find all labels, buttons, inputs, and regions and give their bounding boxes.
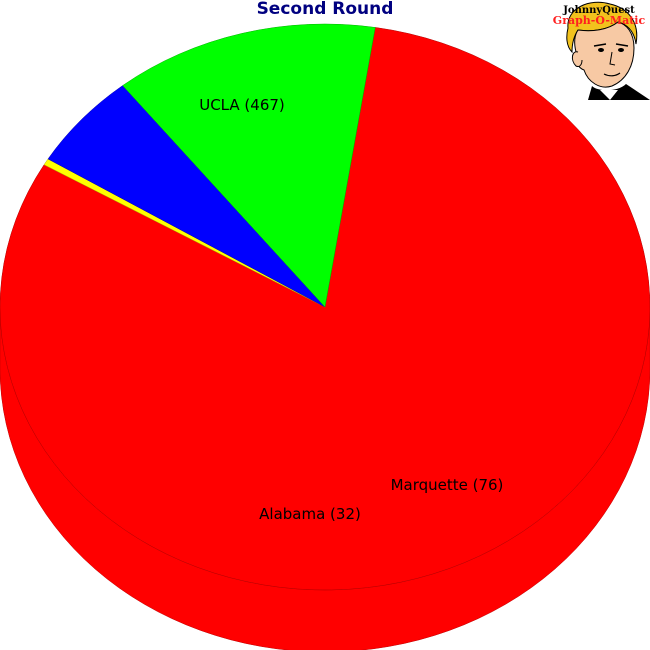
pie-slice-marquette [122,23,376,308]
pie-slice-ucla [0,27,650,591]
slice-label-alabama: Alabama (32) [259,505,361,523]
slice-label-ucla: UCLA (467) [199,96,285,114]
slice-label-marquette: Marquette (76) [391,476,504,494]
johnnyquest-logo: JohnnyQuest Graph-O-Matic [548,0,650,100]
logo-face-icon: JohnnyQuest Graph-O-Matic [553,1,650,100]
logo-text-line2: Graph-O-Matic [553,14,646,27]
chart-title: Second Round [256,0,394,19]
logo-text-line1: JohnnyQuest [562,5,635,16]
